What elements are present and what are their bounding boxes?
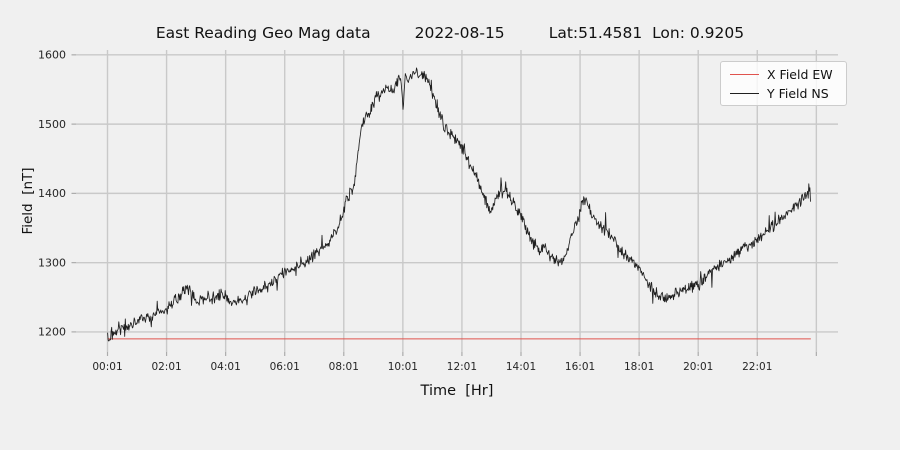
svg-text:04:01: 04:01 <box>211 361 241 373</box>
svg-text:1400: 1400 <box>38 187 66 200</box>
svg-text:1300: 1300 <box>38 256 66 269</box>
grid-lines <box>76 50 838 352</box>
x-tick-labels: 00:01 02:01 04:01 06:01 08:01 10:01 12:01 14:01… <box>92 361 772 373</box>
legend-entry-x-field: X Field EW <box>721 67 846 82</box>
svg-text:1200: 1200 <box>38 326 66 339</box>
legend-entry-y-field: Y Field NS <box>721 86 846 101</box>
y-field-ns-line <box>107 67 811 342</box>
chart-title-date: 2022-08-15 <box>414 24 505 42</box>
x-axis-label: Time [Hr] <box>420 383 494 399</box>
chart-title: East Reading Geo Mag data 2022-08-15 Lat… <box>0 24 900 42</box>
svg-text:10:01: 10:01 <box>388 361 418 373</box>
svg-text:22:01: 22:01 <box>742 361 772 373</box>
chart-title-main: East Reading Geo Mag data <box>155 24 371 42</box>
svg-text:00:01: 00:01 <box>92 361 122 373</box>
tick-marks <box>71 54 817 356</box>
svg-text:18:01: 18:01 <box>624 361 654 373</box>
y-tick-labels: 1200 1300 1400 1500 1600 <box>38 49 66 339</box>
svg-text:12:01: 12:01 <box>447 361 477 373</box>
svg-text:16:01: 16:01 <box>565 361 595 373</box>
svg-text:06:01: 06:01 <box>270 361 300 373</box>
legend-box: X Field EW Y Field NS <box>720 61 847 106</box>
x-field-line-swatch <box>730 73 759 75</box>
svg-text:1500: 1500 <box>38 118 66 131</box>
chart-title-latlon: Lat:51.4581 Lon: 0.9205 <box>548 24 745 42</box>
svg-text:08:01: 08:01 <box>329 361 359 373</box>
svg-text:20:01: 20:01 <box>683 361 713 373</box>
svg-text:14:01: 14:01 <box>506 361 536 373</box>
legend-label-x-field: X Field EW <box>767 66 833 82</box>
svg-text:02:01: 02:01 <box>151 361 181 373</box>
y-field-line-swatch <box>730 92 759 94</box>
svg-text:1600: 1600 <box>38 49 66 62</box>
legend-label-y-field: Y Field NS <box>767 85 829 101</box>
